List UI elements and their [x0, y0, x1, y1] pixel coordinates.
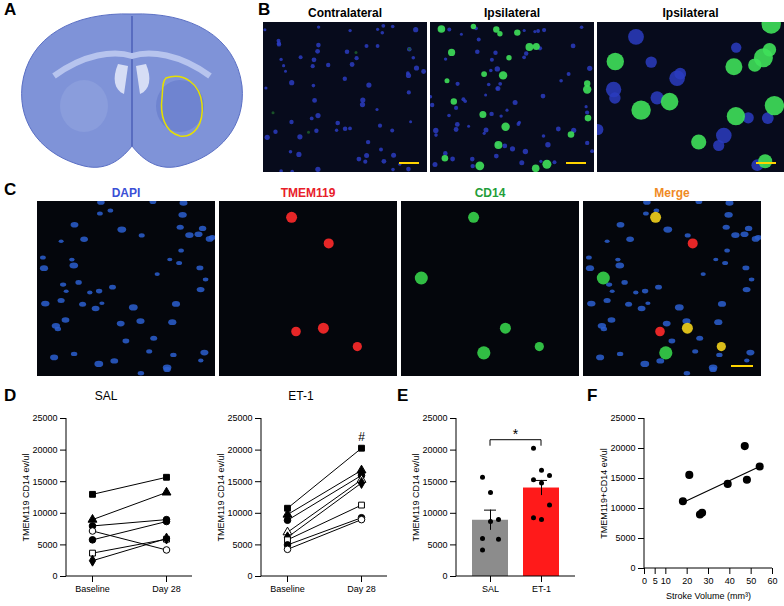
svg-text:50: 50: [746, 576, 756, 586]
svg-text:20000: 20000: [227, 445, 252, 455]
svg-text:20000: 20000: [610, 443, 635, 453]
svg-text:5000: 5000: [615, 533, 635, 543]
svg-text:10: 10: [661, 576, 671, 586]
svg-text:ET-1: ET-1: [532, 584, 551, 594]
svg-text:30: 30: [703, 576, 713, 586]
svg-text:40: 40: [725, 576, 735, 586]
svg-text:Baseline: Baseline: [270, 584, 305, 594]
svg-text:Stroke Volume (mm³): Stroke Volume (mm³): [666, 591, 751, 601]
svg-text:5000: 5000: [427, 540, 447, 550]
svg-text:0: 0: [642, 576, 647, 586]
svg-text:25000: 25000: [422, 413, 447, 423]
svg-text:15000: 15000: [32, 477, 57, 487]
svg-text:5000: 5000: [37, 540, 57, 550]
svg-text:TMEM119 CD14 ev/ul: TMEM119 CD14 ev/ul: [411, 454, 421, 542]
html-text:CD14: CD14: [474, 186, 506, 200]
html-text:Ipsilateral: Ipsilateral: [484, 6, 540, 20]
svg-text:25000: 25000: [32, 413, 57, 423]
html-text:TMEM119: TMEM119: [280, 186, 336, 200]
svg-text:10000: 10000: [422, 508, 447, 518]
svg-text:TMEM119+CD14 ev/ul: TMEM119+CD14 ev/ul: [599, 448, 609, 539]
svg-text:10000: 10000: [227, 508, 252, 518]
html-text:ET-1: ET-1: [288, 389, 314, 403]
html-text:Merge: Merge: [654, 186, 690, 200]
svg-text:10000: 10000: [32, 508, 57, 518]
svg-text:60: 60: [767, 576, 777, 586]
html-text:Ipsilateral: Ipsilateral: [662, 6, 719, 20]
svg-text:15000: 15000: [227, 477, 252, 487]
svg-text:*: *: [513, 426, 519, 442]
html-text:Contralateral: Contralateral: [308, 6, 382, 20]
svg-text:0: 0: [247, 571, 252, 581]
svg-text:25000: 25000: [610, 413, 635, 423]
svg-text:#: #: [358, 430, 365, 444]
html-text:F: F: [587, 386, 598, 405]
html-text:A: A: [4, 0, 17, 19]
svg-text:0: 0: [52, 571, 57, 581]
svg-text:5: 5: [653, 576, 658, 586]
svg-text:20000: 20000: [422, 445, 447, 455]
html-text:D: D: [4, 386, 17, 405]
html-text:SAL: SAL: [94, 389, 118, 403]
svg-text:Day 28: Day 28: [347, 584, 376, 594]
svg-text:5000: 5000: [232, 540, 252, 550]
svg-text:TMEM119 CD14 ev/ul: TMEM119 CD14 ev/ul: [216, 454, 226, 542]
svg-text:TMEM119 CD14 ev/ul: TMEM119 CD14 ev/ul: [21, 454, 31, 542]
svg-text:SAL: SAL: [482, 584, 499, 594]
svg-text:0: 0: [442, 571, 447, 581]
svg-text:15000: 15000: [610, 473, 635, 483]
svg-text:25000: 25000: [227, 413, 252, 423]
html-text:E: E: [397, 386, 409, 405]
svg-text:Day 28: Day 28: [152, 584, 181, 594]
html-text:C: C: [4, 180, 17, 199]
html-text:DAPI: DAPI: [111, 186, 141, 200]
svg-text:20: 20: [682, 576, 692, 586]
svg-text:15000: 15000: [422, 477, 447, 487]
svg-text:20000: 20000: [32, 445, 57, 455]
svg-text:10000: 10000: [610, 503, 635, 513]
svg-text:Baseline: Baseline: [75, 584, 110, 594]
html-text:B: B: [258, 0, 271, 19]
svg-text:0: 0: [630, 563, 635, 573]
